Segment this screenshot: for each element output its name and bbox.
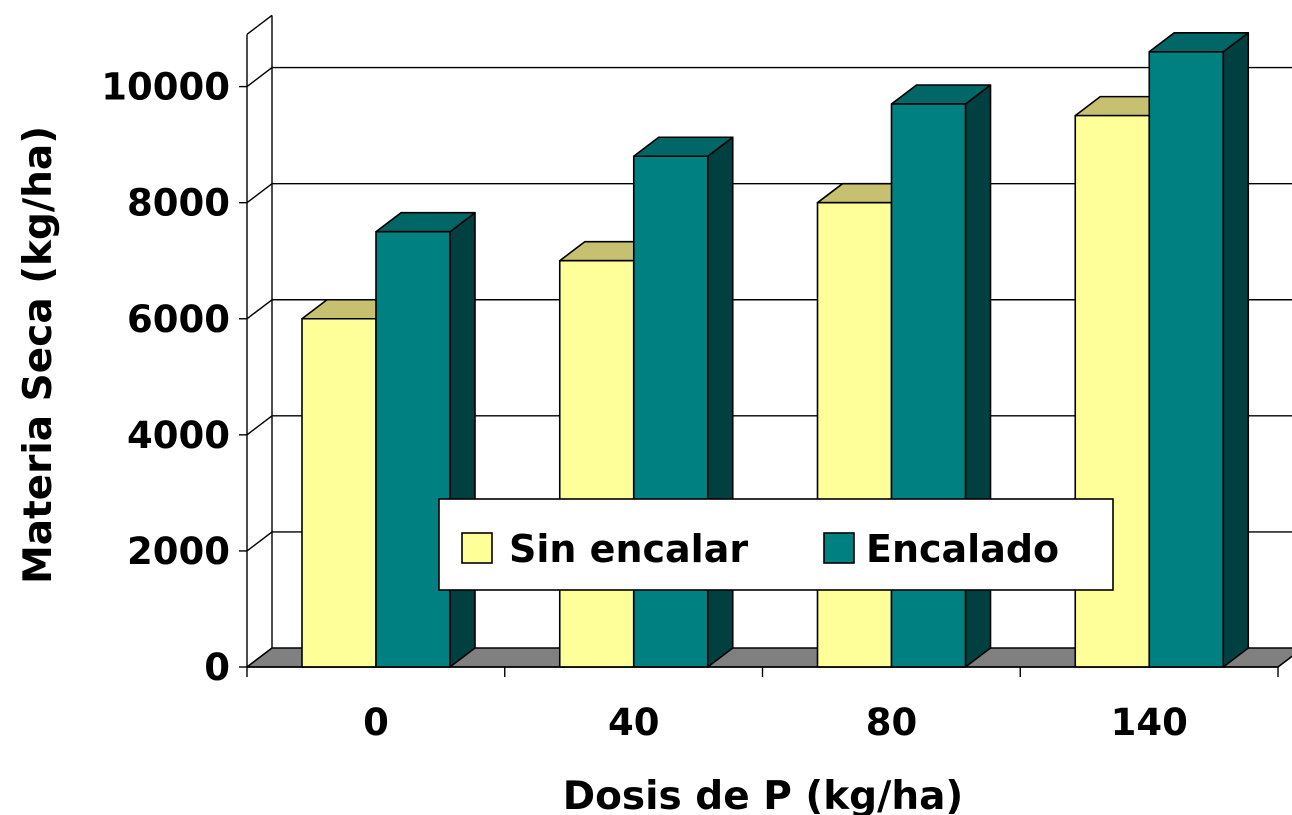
y-tick-label-1: 2000 <box>127 530 230 573</box>
y-tick-label-2: 4000 <box>127 414 230 457</box>
legend-swatch-encalado <box>823 532 855 564</box>
y-tick-label-5: 10000 <box>101 66 230 109</box>
legend-box <box>438 498 1114 591</box>
x-tick-label-0: 0 <box>363 701 389 744</box>
bar-side <box>449 211 476 668</box>
bar-side <box>1222 31 1250 668</box>
y-tick-label-4: 8000 <box>127 182 230 225</box>
axis-layer: 0 2000 4000 6000 8000 10000 0 40 80 140 <box>101 34 1279 744</box>
x-tick-label-40: 40 <box>608 701 660 744</box>
gridline-side-5 <box>246 67 273 88</box>
legend: Sin encalar Encalado <box>438 498 1114 591</box>
y-tick-label-3: 6000 <box>127 298 230 341</box>
side-wall-top-edge <box>246 14 273 35</box>
gridline-side-4 <box>246 183 273 204</box>
y-tick-label-0: 0 <box>204 646 230 689</box>
x-tick-label-80: 80 <box>866 701 918 744</box>
gridline-side-2 <box>246 415 273 436</box>
y-axis-title: Materia Seca (kg/ha) <box>16 126 61 584</box>
bar-front <box>375 230 451 668</box>
bar-front <box>816 201 893 668</box>
bar-encalado-0 <box>375 211 476 668</box>
legend-swatch-sin-encalar <box>461 532 493 564</box>
x-axis-title: Dosis de P (kg/ha) <box>563 774 963 815</box>
legend-label-encalado: Encalado <box>866 527 1059 571</box>
bar-encalado-140 <box>1148 31 1250 668</box>
legend-label-sin-encalar: Sin encalar <box>509 527 748 571</box>
bar-front <box>301 317 377 668</box>
bar-front <box>558 259 635 668</box>
x-tick-label-140: 140 <box>1111 701 1188 744</box>
gridline-side-1 <box>246 531 273 552</box>
bar-front <box>1148 50 1225 668</box>
gridline-side-3 <box>246 299 273 320</box>
